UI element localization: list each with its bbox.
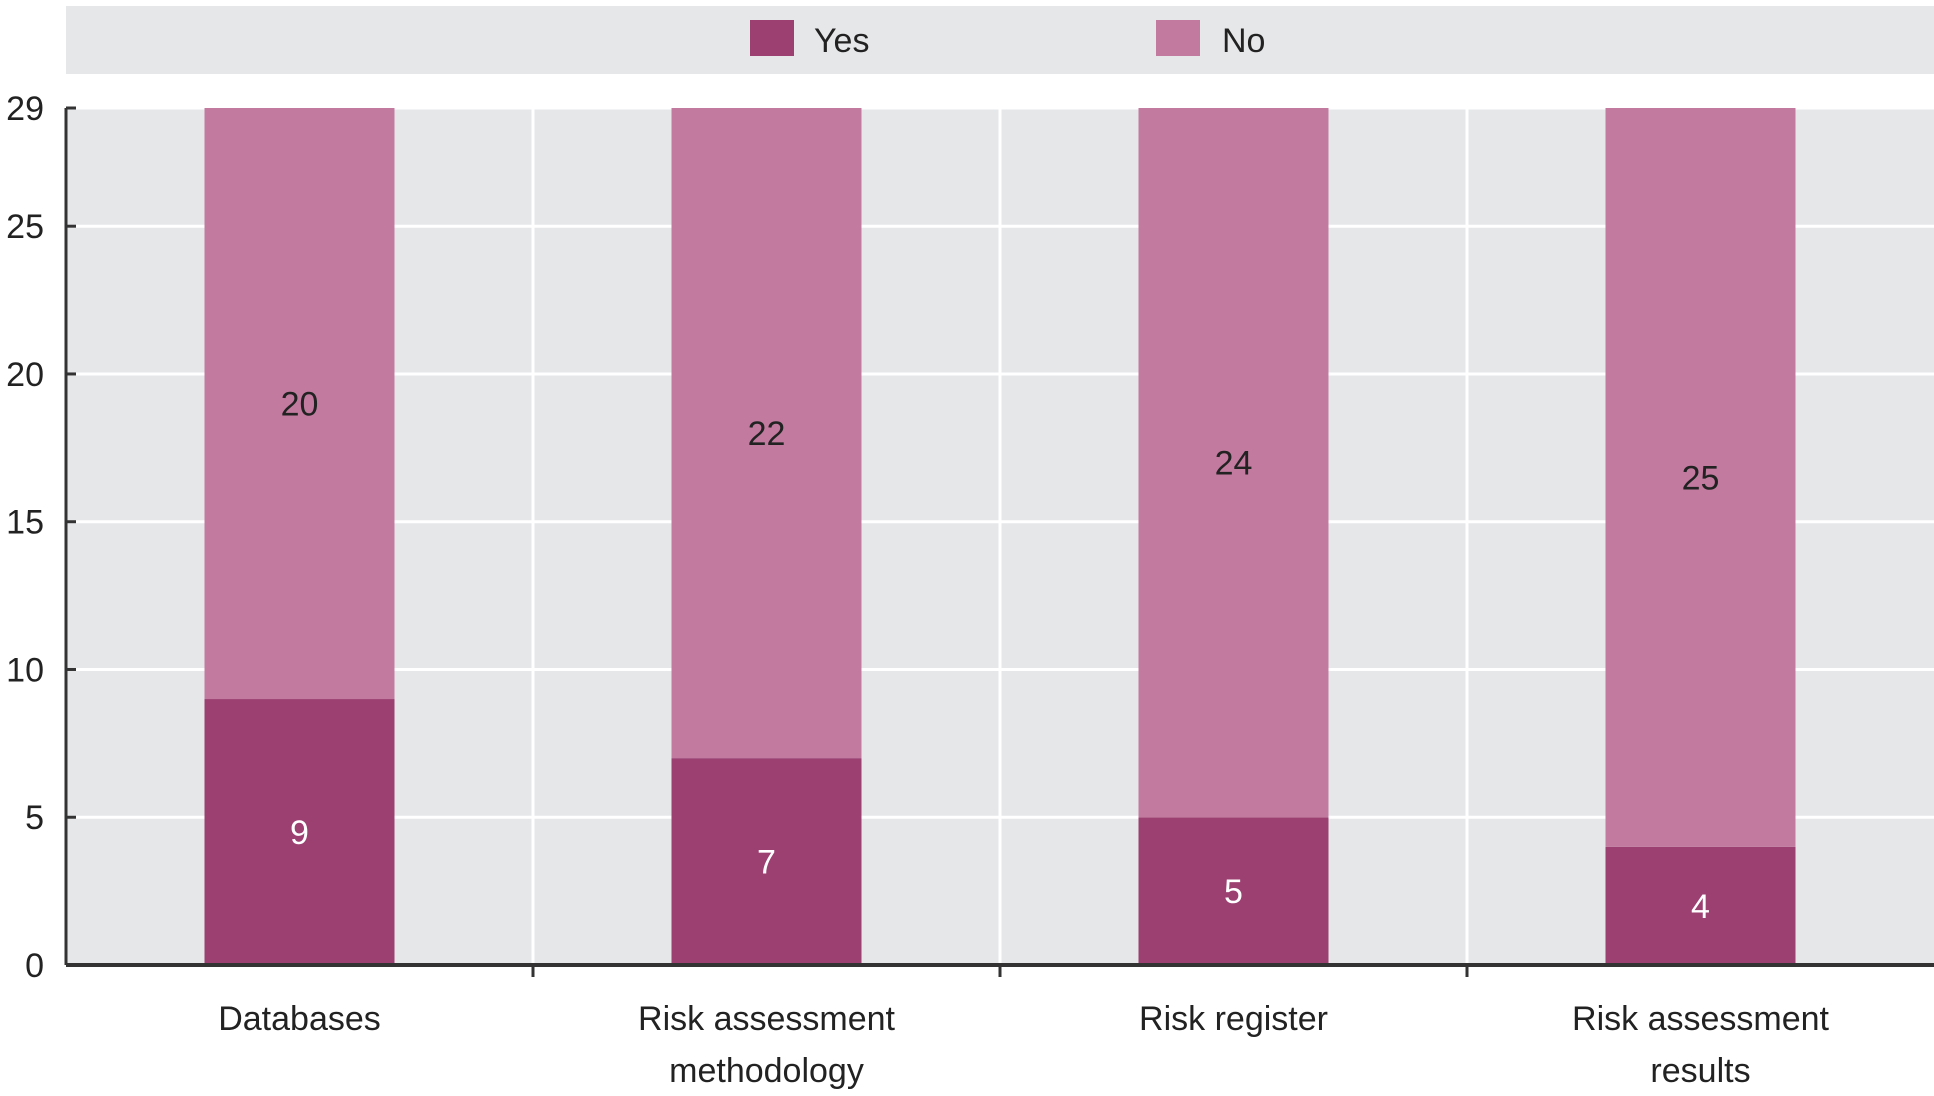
bar-yes-3 bbox=[1605, 846, 1796, 965]
value-labels: 9 20 7 22 5 24 4 25 bbox=[281, 386, 1720, 926]
x-category-label: Databases bbox=[218, 1000, 381, 1038]
value-label: 20 bbox=[281, 386, 319, 424]
y-tick-label: 10 bbox=[6, 651, 44, 689]
legend: Yes No bbox=[750, 20, 1265, 60]
y-tick-label: 15 bbox=[6, 504, 44, 542]
value-label: 25 bbox=[1682, 459, 1720, 497]
y-tick-label: 25 bbox=[6, 208, 44, 246]
value-label: 9 bbox=[290, 814, 309, 852]
x-category-label: results bbox=[1650, 1052, 1750, 1090]
x-category-label: Risk assessment bbox=[638, 1000, 896, 1038]
legend-label-yes: Yes bbox=[814, 22, 869, 60]
legend-swatch-yes bbox=[750, 20, 794, 56]
y-tick-label: 20 bbox=[6, 356, 44, 394]
value-label: 22 bbox=[748, 415, 786, 453]
legend-swatch-no bbox=[1156, 20, 1200, 56]
x-category-label: methodology bbox=[669, 1052, 864, 1090]
y-tick-label: 0 bbox=[25, 947, 44, 985]
y-tick-label: 5 bbox=[25, 799, 44, 837]
y-tick-label: 29 bbox=[6, 90, 44, 128]
x-axis: Databases Risk assessment methodology Risk … bbox=[66, 963, 1934, 1090]
legend-panel bbox=[66, 6, 1934, 74]
value-label: 5 bbox=[1224, 873, 1243, 911]
value-label: 4 bbox=[1691, 888, 1710, 926]
bars bbox=[204, 108, 1796, 965]
bar-yes-2 bbox=[1138, 817, 1329, 965]
x-category-label: Risk register bbox=[1139, 1000, 1328, 1038]
value-label: 24 bbox=[1215, 445, 1253, 483]
y-axis: 0 5 10 15 20 25 29 bbox=[6, 90, 76, 985]
bar-no-1 bbox=[671, 108, 862, 759]
bar-no-0 bbox=[204, 108, 395, 700]
bar-no-2 bbox=[1138, 108, 1329, 818]
bar-no-3 bbox=[1605, 108, 1796, 847]
x-category-label: Risk assessment bbox=[1572, 1000, 1830, 1038]
bar-yes-1 bbox=[671, 758, 862, 965]
value-label: 7 bbox=[757, 844, 776, 882]
legend-label-no: No bbox=[1222, 22, 1265, 60]
bar-yes-0 bbox=[204, 699, 395, 965]
